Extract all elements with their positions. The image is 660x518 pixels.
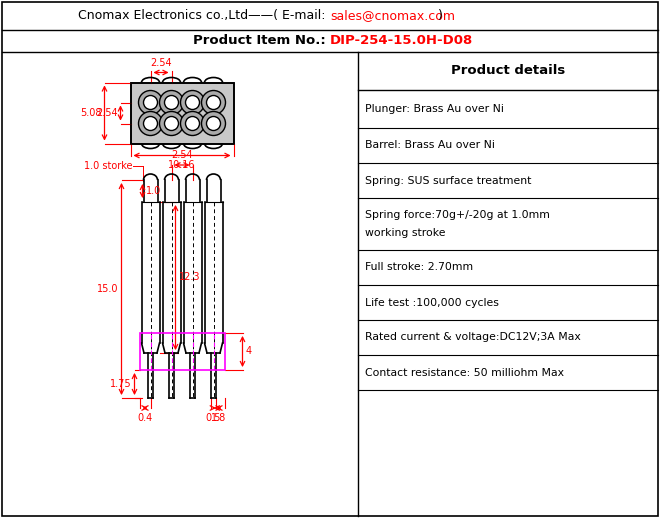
Text: Barrel: Brass Au over Ni: Barrel: Brass Au over Ni <box>365 140 495 151</box>
Circle shape <box>164 117 178 131</box>
Text: Cnomax Electronics co.,Ltd——( E-mail:: Cnomax Electronics co.,Ltd——( E-mail: <box>79 9 330 22</box>
Text: 10.16: 10.16 <box>168 161 196 170</box>
Circle shape <box>207 95 220 109</box>
Text: Plunger: Brass Au over Ni: Plunger: Brass Au over Ni <box>365 104 504 114</box>
Text: sales@cnomax.com: sales@cnomax.com <box>330 9 455 22</box>
Bar <box>131 82 234 143</box>
Circle shape <box>201 91 226 114</box>
Text: 1.0 storke: 1.0 storke <box>84 161 133 171</box>
Text: Product details: Product details <box>451 65 565 78</box>
Bar <box>139 333 224 370</box>
Circle shape <box>180 111 205 136</box>
Text: 2.54: 2.54 <box>96 108 117 118</box>
Circle shape <box>143 95 158 109</box>
Text: working stroke: working stroke <box>365 228 446 238</box>
Circle shape <box>207 117 220 131</box>
Circle shape <box>160 91 183 114</box>
Text: 12.3: 12.3 <box>178 272 200 282</box>
Text: Product Item No.:: Product Item No.: <box>193 35 330 48</box>
Text: Full stroke: 2.70mm: Full stroke: 2.70mm <box>365 263 473 272</box>
Text: Spring force:70g+/-20g at 1.0mm: Spring force:70g+/-20g at 1.0mm <box>365 210 550 220</box>
Text: 4: 4 <box>246 347 251 356</box>
Text: Spring: SUS surface treatment: Spring: SUS surface treatment <box>365 176 531 185</box>
Text: 0.5: 0.5 <box>206 413 221 423</box>
Text: 15.0: 15.0 <box>97 284 119 294</box>
Text: 1.0: 1.0 <box>145 186 161 196</box>
Text: Life test :100,000 cycles: Life test :100,000 cycles <box>365 297 499 308</box>
Circle shape <box>160 111 183 136</box>
Circle shape <box>139 91 162 114</box>
Text: 2.54: 2.54 <box>171 150 193 160</box>
Text: Contact resistance: 50 milliohm Max: Contact resistance: 50 milliohm Max <box>365 367 564 378</box>
Circle shape <box>164 95 178 109</box>
Circle shape <box>185 95 199 109</box>
Text: 0.4: 0.4 <box>137 413 152 423</box>
Text: ): ) <box>438 9 443 22</box>
Circle shape <box>201 111 226 136</box>
Bar <box>131 82 234 143</box>
Text: 1.75: 1.75 <box>110 379 131 389</box>
Text: Rated current & voltage:DC12V;3A Max: Rated current & voltage:DC12V;3A Max <box>365 333 581 342</box>
Text: 1.8: 1.8 <box>211 413 226 423</box>
Text: 5.08: 5.08 <box>80 108 102 118</box>
Circle shape <box>185 117 199 131</box>
Circle shape <box>139 111 162 136</box>
Text: DIP-254-15.0H-D08: DIP-254-15.0H-D08 <box>330 35 473 48</box>
Circle shape <box>143 117 158 131</box>
Text: 2.54: 2.54 <box>150 57 172 67</box>
Circle shape <box>180 91 205 114</box>
